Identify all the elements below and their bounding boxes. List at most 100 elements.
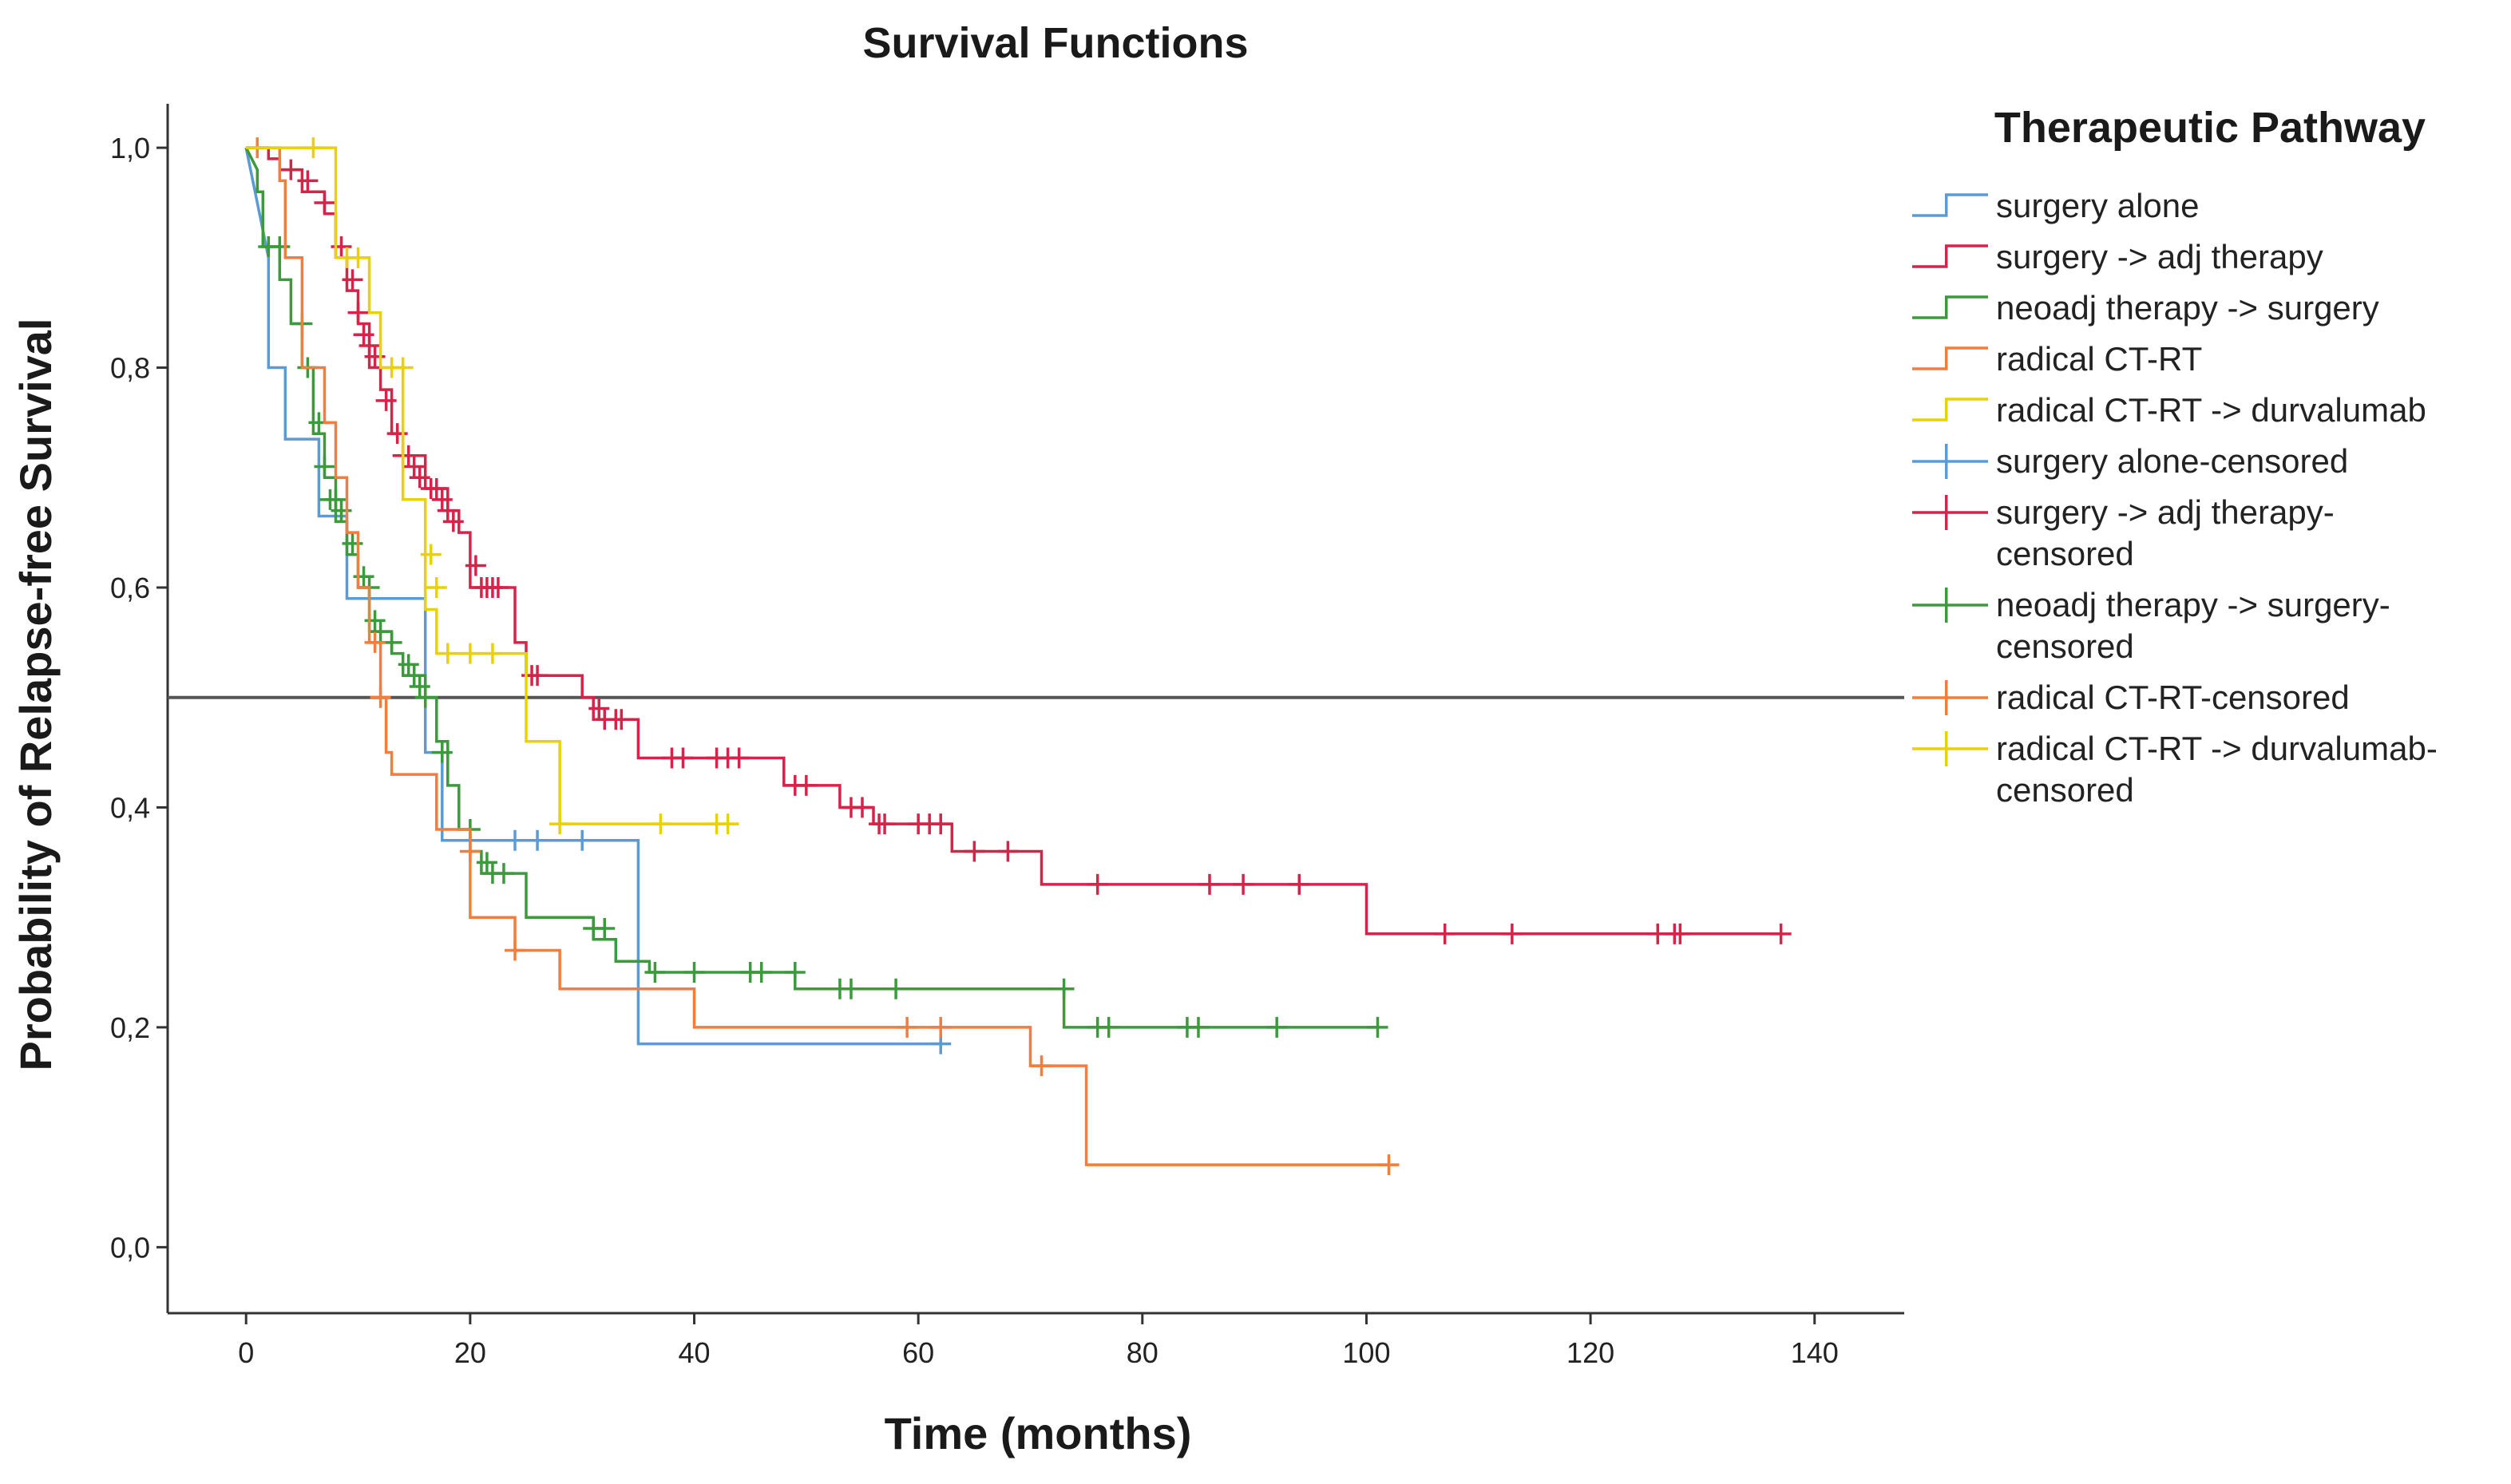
legend-label-continued: censored — [1996, 627, 2134, 665]
legend-label: neoadj therapy -> surgery — [1996, 289, 2379, 326]
x-axis-title: Time (months) — [885, 1408, 1192, 1458]
censor-mark — [347, 247, 369, 268]
x-tick-label: 0 — [238, 1336, 254, 1369]
legend-label: surgery alone-censored — [1996, 442, 2348, 480]
y-tick-label: 1,0 — [110, 132, 150, 164]
survival-step-line — [244, 147, 1378, 1029]
censor-mark — [431, 742, 453, 763]
legend-item: surgery -> adj therapy-censored — [1912, 493, 2335, 572]
censor-mark — [437, 500, 458, 521]
legend-title: Therapeutic Pathway — [1994, 104, 2426, 152]
censor-mark — [784, 962, 806, 983]
censor-mark — [370, 621, 391, 643]
censor-mark — [1770, 923, 1792, 944]
legend-item: surgery alone — [1912, 187, 2199, 224]
legend-label: radical CT-RT — [1996, 340, 2202, 378]
censor-mark — [459, 841, 481, 862]
y-tick-label: 0,8 — [110, 352, 150, 385]
censor-mark — [403, 665, 425, 687]
legend-item: radical CT-RT-censored — [1912, 679, 2350, 716]
censor-mark — [1289, 873, 1310, 895]
censor-mark — [728, 747, 750, 769]
censor-mark — [751, 962, 772, 983]
legend-item: radical CT-RT -> durvalumab — [1912, 391, 2426, 429]
series-neoadj-therapy-surgery — [244, 147, 1388, 1038]
censor-mark — [549, 813, 571, 835]
censor-mark — [527, 829, 549, 851]
legend-item: surgery alone-censored — [1912, 442, 2348, 480]
censor-mark — [874, 813, 896, 835]
legend: Therapeutic Pathway surgery alone surgery… — [1912, 104, 2438, 809]
y-tick-label: 0,2 — [110, 1011, 150, 1044]
censor-mark — [331, 500, 352, 521]
censor-mark — [426, 577, 447, 598]
legend-label-continued: censored — [1996, 771, 2134, 809]
censor-mark — [672, 747, 694, 769]
censor-mark — [314, 192, 335, 213]
x-tick-label: 20 — [454, 1336, 486, 1369]
survival-step-line — [246, 146, 1389, 1166]
censor-mark — [997, 841, 1019, 862]
y-tick-label: 0,0 — [110, 1231, 150, 1264]
censor-mark — [358, 335, 380, 356]
censor-mark — [852, 797, 873, 818]
legend-censor-symbol — [1912, 731, 1988, 766]
chart-title: Survival Functions — [862, 19, 1248, 67]
censor-mark — [650, 813, 671, 835]
censor-mark — [403, 456, 425, 477]
legend-line-symbol — [1912, 398, 1988, 421]
censor-mark — [314, 456, 335, 477]
censor-mark — [325, 489, 347, 510]
legend-item: neoadj therapy -> surgery — [1912, 289, 2379, 326]
x-tick-label: 140 — [1791, 1336, 1839, 1369]
censor-mark — [964, 841, 985, 862]
censor-mark — [1187, 1016, 1209, 1038]
censor-mark — [342, 269, 363, 291]
censor-mark — [1031, 1055, 1052, 1077]
censor-mark — [442, 511, 464, 532]
y-tick-label: 0,6 — [110, 572, 150, 604]
censor-mark — [409, 675, 430, 697]
censor-mark — [331, 236, 352, 258]
censor-mark — [1053, 978, 1075, 999]
series-radical-ct-rt-durvalumab — [246, 137, 739, 835]
series-radical-ct-rt — [246, 137, 1400, 1176]
legend-label-continued: censored — [1996, 535, 2134, 572]
legend-line-symbol — [1912, 346, 1988, 370]
censor-mark — [611, 709, 632, 730]
censor-mark — [347, 302, 369, 323]
censor-mark — [342, 532, 363, 554]
censor-mark — [840, 978, 861, 999]
survival-step-line — [244, 147, 941, 1046]
censor-mark — [683, 962, 705, 983]
censor-mark — [398, 445, 419, 466]
censor-mark — [364, 346, 386, 367]
x-tick-label: 60 — [902, 1336, 934, 1369]
censor-mark — [930, 1016, 952, 1038]
censor-mark — [1434, 923, 1456, 944]
legend-label: radical CT-RT-censored — [1996, 679, 2350, 716]
x-tick-label: 80 — [1127, 1336, 1158, 1369]
legend-label: radical CT-RT -> durvalumab — [1996, 391, 2426, 429]
series-surgery-alone — [244, 147, 952, 1055]
legend-item: neoadj therapy -> surgery-censored — [1912, 586, 2390, 665]
censor-mark — [1098, 1016, 1119, 1038]
censor-mark — [1669, 923, 1691, 944]
y-axis-title: Probability of Relapse-free Survival — [10, 319, 61, 1071]
x-tick-label: 120 — [1566, 1336, 1614, 1369]
survival-step-line — [246, 146, 1781, 936]
censor-mark — [303, 137, 324, 159]
censor-mark — [527, 665, 549, 687]
censor-mark — [897, 1016, 918, 1038]
censor-mark — [280, 159, 302, 180]
censor-mark — [1233, 873, 1254, 895]
censor-mark — [476, 852, 497, 873]
censor-mark — [505, 940, 525, 961]
censor-mark — [487, 577, 509, 598]
censor-mark — [1087, 873, 1108, 895]
y-tick-label: 0,4 — [110, 791, 150, 824]
censor-mark — [1367, 1016, 1388, 1038]
censor-mark — [493, 863, 514, 884]
x-tick-label: 100 — [1342, 1336, 1390, 1369]
